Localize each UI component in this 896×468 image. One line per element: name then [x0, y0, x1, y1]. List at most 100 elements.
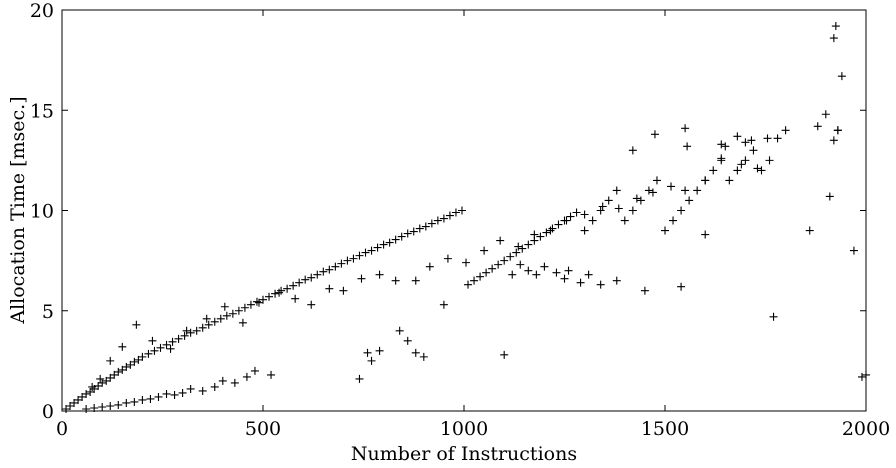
data-point	[500, 256, 509, 265]
data-point	[494, 260, 503, 269]
data-point	[363, 348, 372, 357]
data-point	[357, 274, 366, 283]
data-point	[576, 278, 585, 287]
data-point	[118, 342, 127, 351]
data-point	[82, 404, 91, 413]
data-point	[753, 164, 762, 173]
data-point	[343, 256, 352, 265]
data-point	[385, 238, 394, 247]
data-point	[612, 276, 621, 285]
axis-ticks	[61, 9, 867, 412]
data-point	[271, 289, 280, 298]
data-point	[210, 382, 219, 391]
data-point	[831, 22, 840, 31]
x-tick-labels: 0 500 1000 1500 2000	[56, 418, 890, 440]
data-point	[102, 376, 111, 385]
data-point	[773, 134, 782, 143]
data-point	[628, 146, 637, 155]
data-point	[749, 146, 758, 155]
x-tick-label: 500	[245, 418, 281, 440]
y-tick-label: 15	[30, 100, 54, 122]
data-point	[612, 186, 621, 195]
data-point	[596, 206, 605, 215]
data-point	[90, 403, 99, 412]
x-tick-label: 1500	[641, 418, 689, 440]
data-point	[156, 343, 165, 352]
data-point	[62, 404, 71, 413]
data-point	[546, 226, 555, 235]
y-tick-label: 20	[30, 0, 54, 22]
data-point	[325, 284, 334, 293]
data-point	[283, 284, 292, 293]
data-point	[403, 336, 412, 345]
data-point	[439, 214, 448, 223]
data-point	[572, 208, 581, 217]
data-point	[186, 384, 195, 393]
data-point	[677, 282, 686, 291]
data-point	[138, 352, 147, 361]
data-point	[110, 370, 119, 379]
data-point	[411, 276, 420, 285]
data-point	[216, 314, 225, 323]
data-point	[397, 232, 406, 241]
data-point	[166, 344, 175, 353]
data-point	[614, 204, 623, 213]
data-point	[220, 302, 229, 311]
data-point	[198, 323, 207, 332]
data-point	[210, 317, 219, 326]
data-point	[98, 402, 107, 411]
data-point	[198, 386, 207, 395]
data-point	[170, 390, 179, 399]
data-point	[337, 259, 346, 268]
data-point	[701, 176, 710, 185]
data-point	[178, 388, 187, 397]
data-point	[250, 366, 259, 375]
data-point	[122, 398, 131, 407]
data-point	[234, 306, 243, 315]
data-point	[652, 176, 661, 185]
data-point	[154, 392, 163, 401]
data-point	[88, 382, 97, 391]
data-point	[331, 262, 340, 271]
data-point	[379, 240, 388, 249]
data-point	[114, 400, 123, 409]
data-point	[301, 275, 310, 284]
data-point	[138, 395, 147, 404]
data-point	[427, 219, 436, 228]
data-point	[650, 130, 659, 139]
data-point	[238, 318, 247, 327]
data-point	[741, 138, 750, 147]
data-point	[644, 186, 653, 195]
data-point	[532, 270, 541, 279]
data-point	[367, 356, 376, 365]
data-point	[355, 251, 364, 260]
data-point	[240, 303, 249, 312]
data-point	[648, 188, 657, 197]
data-point	[70, 398, 79, 407]
data-point	[114, 367, 123, 376]
data-point	[829, 136, 838, 145]
x-axis-label: Number of Instructions	[351, 443, 577, 465]
data-point	[681, 124, 690, 133]
data-point	[564, 266, 573, 275]
x-tick-label: 0	[56, 418, 68, 440]
data-point	[409, 227, 418, 236]
data-point	[685, 196, 694, 205]
data-point	[737, 160, 746, 169]
data-points	[62, 22, 870, 413]
data-point	[228, 309, 237, 318]
data-point	[805, 226, 814, 235]
data-point	[162, 340, 171, 349]
data-point	[717, 140, 726, 149]
data-point	[259, 295, 267, 304]
data-point	[683, 142, 692, 151]
data-point	[781, 126, 790, 135]
data-point	[367, 246, 376, 255]
data-point	[130, 357, 139, 366]
data-point	[90, 384, 99, 393]
data-point	[548, 224, 557, 233]
data-point	[829, 34, 838, 43]
data-point	[769, 312, 778, 321]
data-point	[307, 300, 316, 309]
data-point	[313, 270, 322, 279]
